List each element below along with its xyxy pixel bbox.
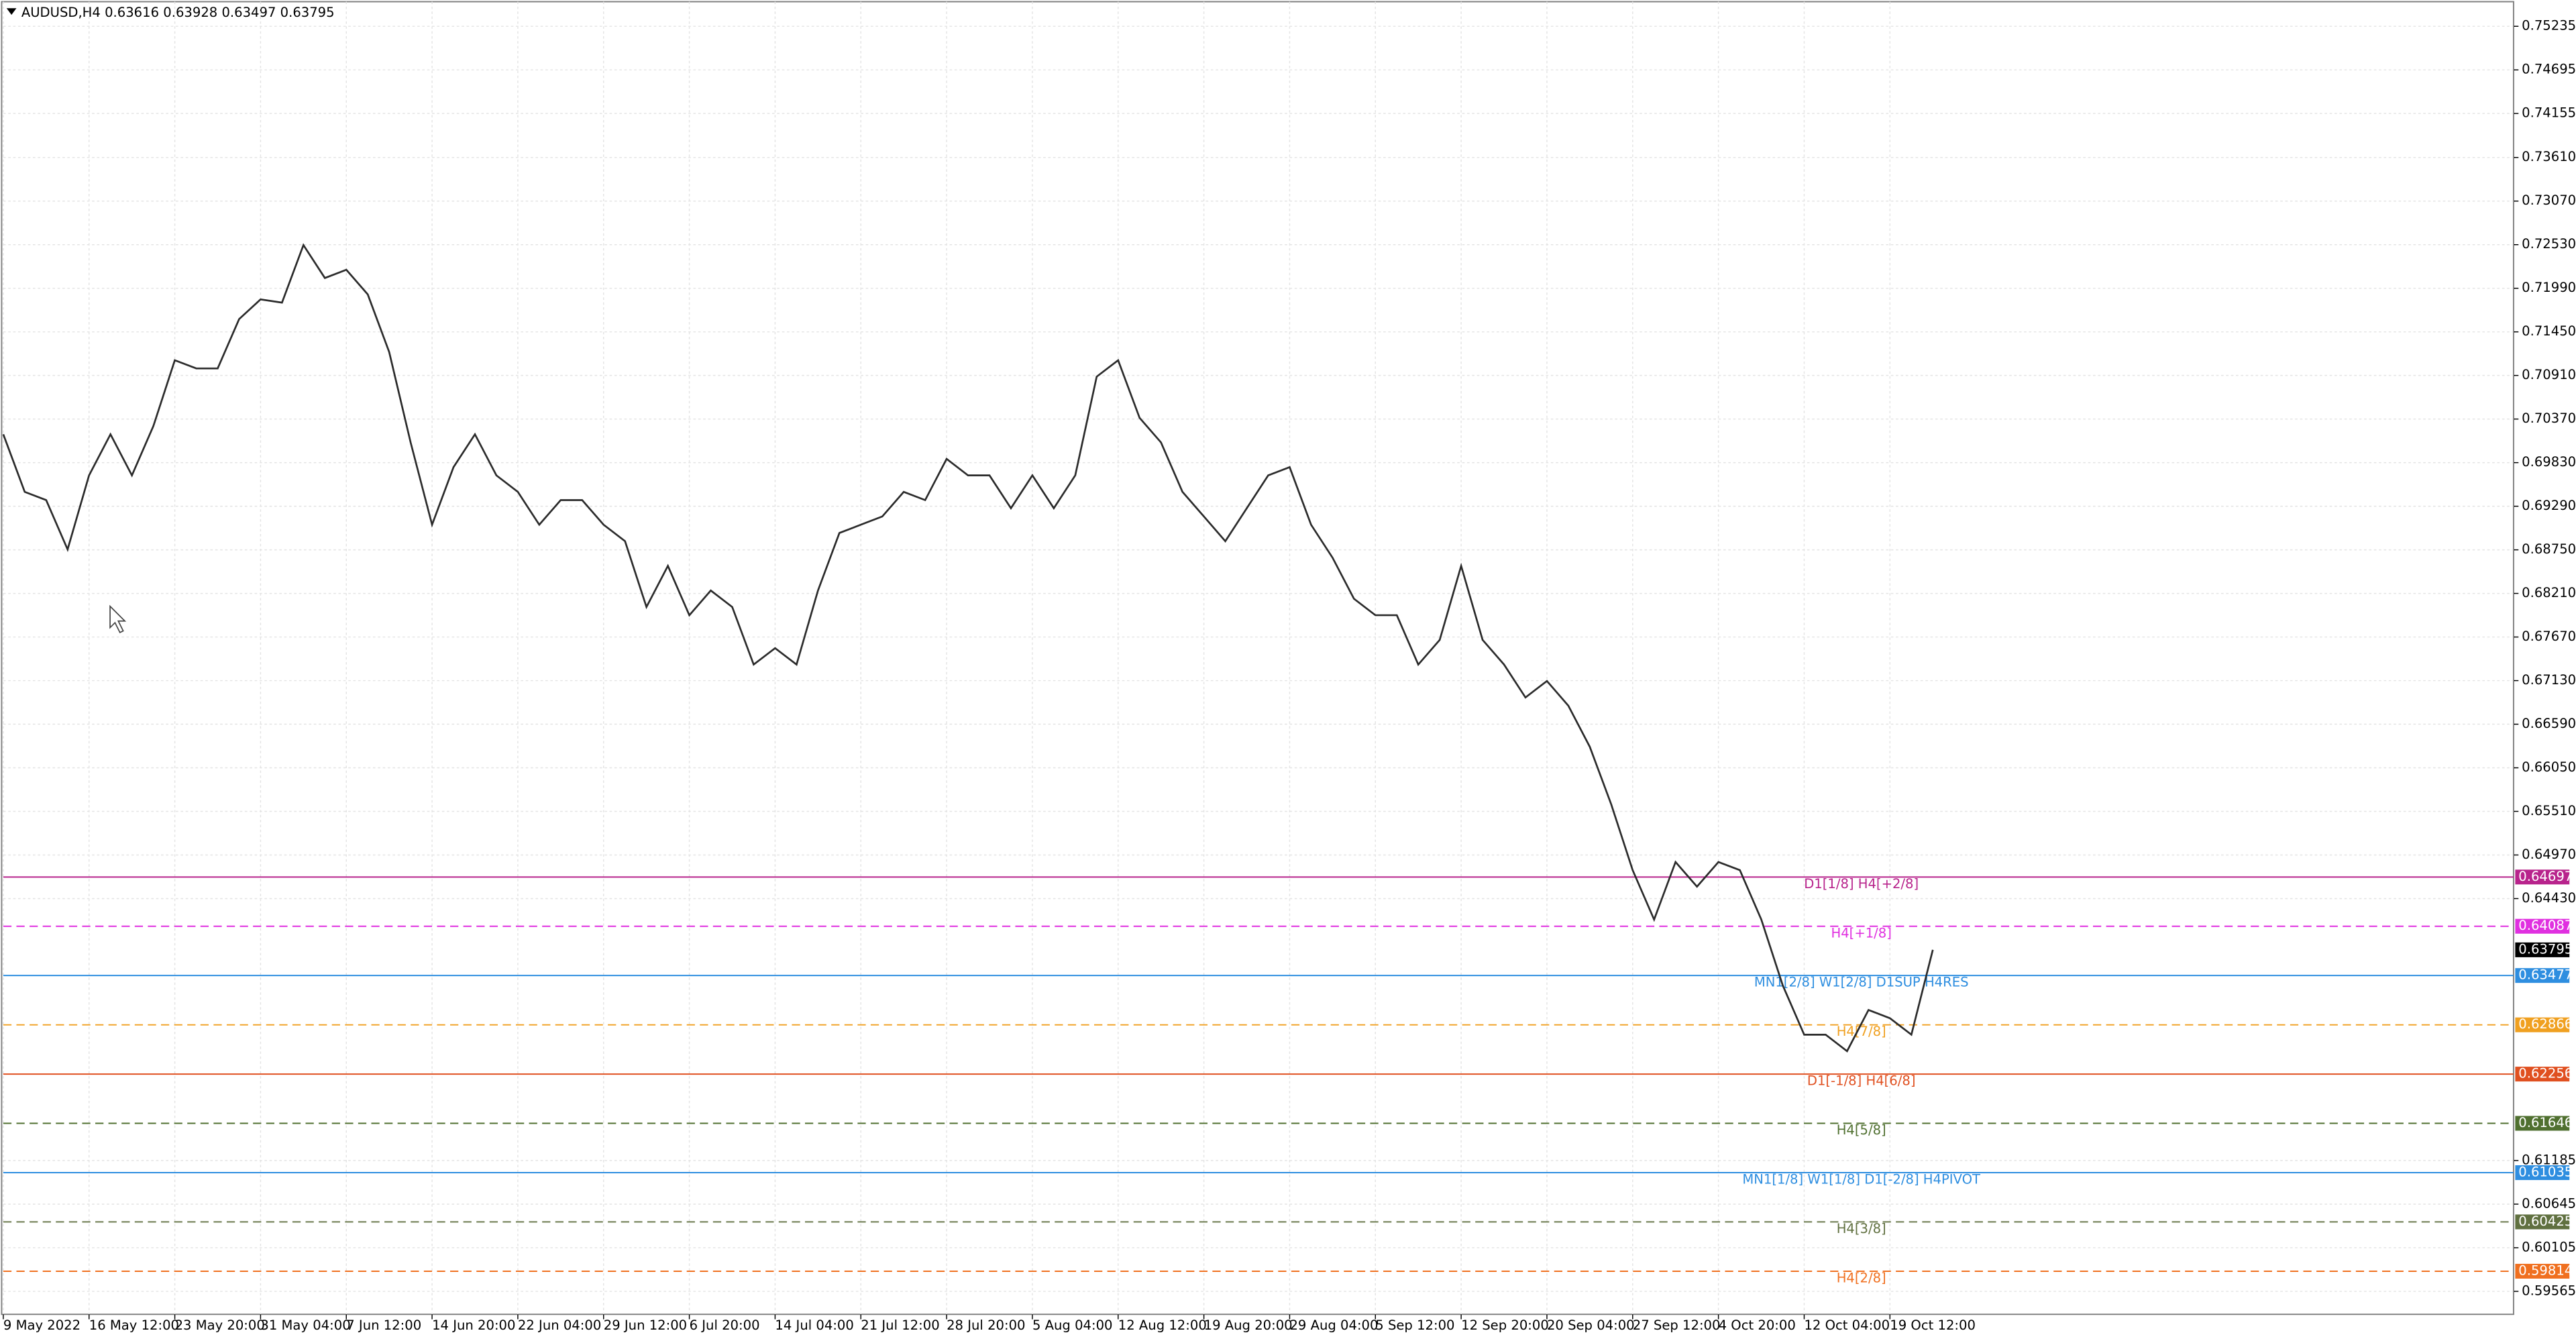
x-tick-label: 9 May 2022 bbox=[3, 1318, 80, 1333]
x-tick-label: 14 Jul 04:00 bbox=[775, 1318, 853, 1333]
y-tick-label: 0.74695 bbox=[2522, 62, 2576, 77]
x-tick-label: 21 Jul 12:00 bbox=[861, 1318, 939, 1333]
price-box-label: 0.60425 bbox=[2518, 1214, 2573, 1229]
x-tick-label: 29 Aug 04:00 bbox=[1289, 1318, 1378, 1333]
y-tick-label: 0.67670 bbox=[2522, 629, 2576, 644]
x-tick-label: 4 Oct 20:00 bbox=[1719, 1318, 1796, 1333]
y-tick-label: 0.68750 bbox=[2522, 541, 2576, 557]
last-price-box bbox=[2515, 942, 2570, 957]
price-box bbox=[2515, 968, 2570, 983]
x-tick-label: 31 May 04:00 bbox=[260, 1318, 350, 1333]
x-tick-label: 6 Jul 20:00 bbox=[690, 1318, 760, 1333]
y-tick-label: 0.64430 bbox=[2522, 890, 2576, 906]
y-tick-label: 0.59565 bbox=[2522, 1283, 2576, 1298]
x-tick-label: 12 Aug 12:00 bbox=[1118, 1318, 1207, 1333]
price-box bbox=[2515, 1017, 2570, 1032]
x-tick-label: 19 Aug 20:00 bbox=[1204, 1318, 1293, 1333]
y-tick-label: 0.73610 bbox=[2522, 149, 2576, 164]
y-tick-label: 0.70910 bbox=[2522, 367, 2576, 382]
symbol-menu[interactable] bbox=[6, 8, 17, 15]
x-tick-label: 19 Oct 12:00 bbox=[1890, 1318, 1976, 1333]
y-tick-label: 0.73070 bbox=[2522, 193, 2576, 208]
price-box bbox=[2515, 1263, 2570, 1279]
level-label: H4[+1/8] bbox=[1831, 925, 1892, 941]
x-tick-label: 12 Sep 20:00 bbox=[1461, 1318, 1549, 1333]
level-label: H4[5/8] bbox=[1837, 1122, 1886, 1138]
price-box-label: 0.62256 bbox=[2518, 1066, 2573, 1081]
y-tick-label: 0.69290 bbox=[2522, 498, 2576, 513]
level-label: H4[3/8] bbox=[1837, 1221, 1886, 1236]
price-box bbox=[2515, 1214, 2570, 1230]
y-tick-label: 0.71990 bbox=[2522, 280, 2576, 295]
y-tick-label: 0.65510 bbox=[2522, 803, 2576, 818]
last-price-label: 0.63795 bbox=[2518, 941, 2573, 957]
y-tick-label: 0.69830 bbox=[2522, 454, 2576, 470]
level-label: H4[2/8] bbox=[1837, 1270, 1886, 1285]
cursor bbox=[109, 604, 127, 634]
level-label: H4[7/8] bbox=[1837, 1024, 1886, 1039]
y-tick-label: 0.66590 bbox=[2522, 716, 2576, 731]
y-tick-label: 0.70370 bbox=[2522, 411, 2576, 426]
price-box-label: 0.64697 bbox=[2518, 869, 2573, 884]
y-tick-label: 0.61185 bbox=[2522, 1152, 2576, 1167]
price-line bbox=[2, 243, 1934, 1053]
x-tick-label: 22 Jun 04:00 bbox=[518, 1318, 601, 1333]
level-label: D1[1/8] H4[+2/8] bbox=[1804, 876, 1919, 892]
price-box-label: 0.64087 bbox=[2518, 918, 2573, 933]
y-tick-label: 0.75235 bbox=[2522, 18, 2576, 34]
price-box bbox=[2515, 1067, 2570, 1082]
x-tick-label: 7 Jun 12:00 bbox=[346, 1318, 421, 1333]
level-label: D1[-1/8] H4[6/8] bbox=[1807, 1073, 1916, 1089]
price-box bbox=[2515, 869, 2570, 885]
price-box-label: 0.61646 bbox=[2518, 1115, 2573, 1130]
x-tick-label: 29 Jun 12:00 bbox=[604, 1318, 687, 1333]
y-tick-label: 0.74155 bbox=[2522, 105, 2576, 121]
plot-area bbox=[1, 1, 2514, 1316]
x-tick-label: 5 Aug 04:00 bbox=[1032, 1318, 1113, 1333]
price-box-label: 0.63477 bbox=[2518, 967, 2573, 983]
y-tick-label: 0.67130 bbox=[2522, 672, 2576, 688]
y-tick-label: 0.68210 bbox=[2522, 585, 2576, 600]
x-tick-label: 23 May 20:00 bbox=[175, 1318, 265, 1333]
x-tick-label: 16 May 12:00 bbox=[89, 1318, 179, 1333]
price-box bbox=[2515, 918, 2570, 934]
level-label: MN1[1/8] W1[1/8] D1[-2/8] H4PIVOT bbox=[1742, 1172, 1981, 1187]
price-box bbox=[2515, 1116, 2570, 1131]
x-tick-label: 14 Jun 20:00 bbox=[432, 1318, 515, 1333]
price-box-label: 0.62866 bbox=[2518, 1016, 2573, 1032]
x-tick-label: 27 Sep 12:00 bbox=[1633, 1318, 1721, 1333]
y-tick-label: 0.64970 bbox=[2522, 847, 2576, 862]
x-tick-label: 28 Jul 20:00 bbox=[947, 1318, 1025, 1333]
price-box-label: 0.59814 bbox=[2518, 1263, 2573, 1278]
level-label: MN1[2/8] W1[2/8] D1SUP H4RES bbox=[1754, 975, 1969, 990]
y-tick-label: 0.60105 bbox=[2522, 1239, 2576, 1254]
price-box-label: 0.61035 bbox=[2518, 1165, 2573, 1180]
x-tick-label: 20 Sep 04:00 bbox=[1547, 1318, 1635, 1333]
x-tick-label: 12 Oct 04:00 bbox=[1804, 1318, 1890, 1333]
y-tick-label: 0.60645 bbox=[2522, 1195, 2576, 1211]
x-tick-label: 5 Sep 12:00 bbox=[1375, 1318, 1454, 1333]
chart-title: AUDUSD,H4 0.63616 0.63928 0.63497 0.6379… bbox=[21, 5, 335, 20]
y-tick-label: 0.66050 bbox=[2522, 759, 2576, 775]
price-box bbox=[2515, 1165, 2570, 1181]
y-tick-label: 0.71450 bbox=[2522, 323, 2576, 339]
y-tick-label: 0.72530 bbox=[2522, 236, 2576, 252]
